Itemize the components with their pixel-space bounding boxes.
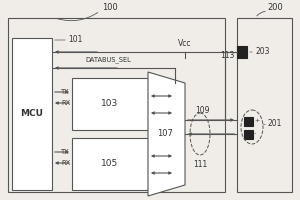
Polygon shape xyxy=(148,72,185,196)
Text: 103: 103 xyxy=(101,99,118,108)
Text: 100: 100 xyxy=(102,3,118,12)
Text: 113: 113 xyxy=(220,51,234,60)
Text: 101: 101 xyxy=(68,36,83,45)
Text: 111: 111 xyxy=(193,160,207,169)
Text: 109: 109 xyxy=(195,106,209,115)
Text: RX: RX xyxy=(61,100,70,106)
Text: +: + xyxy=(254,118,259,123)
Bar xyxy=(72,138,148,190)
Bar xyxy=(72,78,148,130)
Text: MCU: MCU xyxy=(20,110,44,118)
Text: DATABUS_SEL: DATABUS_SEL xyxy=(85,56,131,63)
Bar xyxy=(237,46,247,58)
Text: 107: 107 xyxy=(157,130,173,138)
Text: 200: 200 xyxy=(267,3,283,12)
Bar xyxy=(244,117,253,126)
Text: 105: 105 xyxy=(101,160,118,168)
Bar xyxy=(12,38,52,190)
Text: TX: TX xyxy=(61,149,70,155)
Text: Vcc: Vcc xyxy=(178,39,192,48)
Text: RX: RX xyxy=(61,160,70,166)
Bar xyxy=(244,130,253,139)
Text: 203: 203 xyxy=(255,47,269,56)
Text: TX: TX xyxy=(61,89,70,95)
Bar xyxy=(8,18,225,192)
Bar xyxy=(237,18,292,192)
Text: -: - xyxy=(254,132,256,136)
Text: 201: 201 xyxy=(268,119,282,129)
